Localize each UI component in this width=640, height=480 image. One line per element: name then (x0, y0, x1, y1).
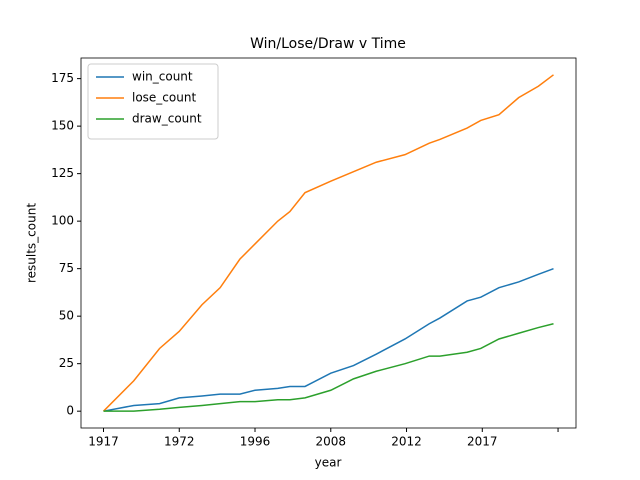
y-tick-label: 25 (59, 356, 74, 370)
x-tick-label: 2017 (467, 435, 498, 449)
line-series (102, 74, 554, 412)
axes-frame (80, 57, 577, 429)
legend-label: lose_count (132, 91, 196, 105)
legend-label: win_count (132, 70, 193, 84)
line-series (103, 323, 554, 412)
x-tick-label: 2008 (315, 435, 346, 449)
y-tick-label: 100 (51, 214, 74, 228)
chart-title: Win/Lose/Draw v Time (250, 36, 406, 52)
y-tick-label: 50 (59, 309, 74, 323)
y-axis-label: results_count (25, 203, 39, 283)
y-tick-label: 0 (66, 404, 74, 418)
y-tick-label: 150 (51, 119, 74, 133)
x-tick-label: 1996 (240, 435, 271, 449)
x-axis-label: year (315, 456, 342, 470)
x-tick-label: 1917 (88, 435, 119, 449)
y-tick-label: 75 (59, 261, 74, 275)
x-tick-label: 1972 (164, 435, 195, 449)
x-tick-label: 2012 (391, 435, 422, 449)
legend-label: draw_count (132, 112, 202, 126)
y-tick-label: 125 (51, 166, 74, 180)
legend-box (87, 63, 219, 140)
line-series (103, 267, 554, 412)
y-tick-label: 175 (51, 71, 74, 85)
